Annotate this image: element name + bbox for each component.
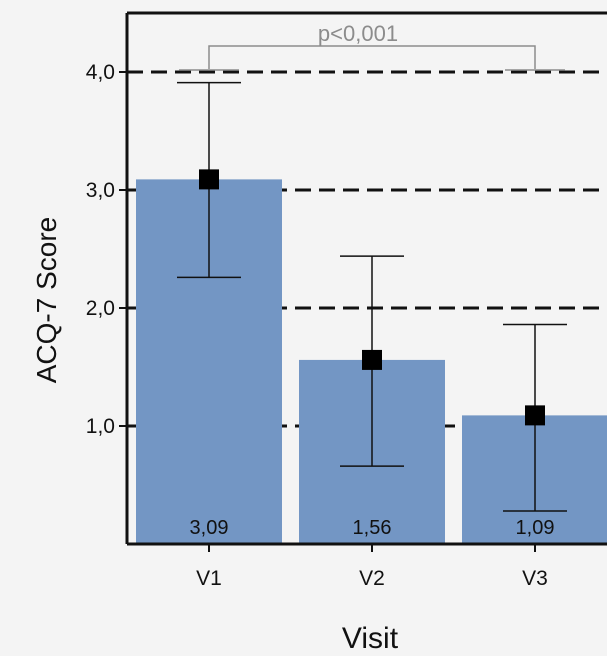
- y-tick-label-2: 3,0: [86, 179, 115, 202]
- y-axis-label: ACQ-7 Score: [31, 217, 62, 384]
- y-tick-label-0: 1,0: [86, 415, 115, 438]
- x-ticks: V1 V2 V3: [196, 544, 548, 590]
- mean-marker-v3: [525, 405, 545, 425]
- y-ticks: 1,0 2,0 3,0 4,0: [86, 61, 127, 438]
- significance-label: p<0,001: [318, 21, 398, 46]
- x-axis-label: Visit: [342, 622, 399, 655]
- mean-marker-v1: [199, 169, 219, 189]
- y-tick-label-3: 4,0: [86, 61, 115, 84]
- x-tick-label-v2: V2: [359, 567, 385, 590]
- x-tick-label-v3: V3: [522, 567, 548, 590]
- significance-bracket: [179, 46, 565, 70]
- value-label-v1: 3,09: [190, 517, 229, 539]
- x-tick-label-v1: V1: [196, 567, 222, 590]
- bracket-line: [209, 46, 535, 69]
- value-label-v3: 1,09: [516, 517, 555, 539]
- value-label-v2: 1,56: [353, 517, 392, 539]
- y-tick-label-1: 2,0: [86, 297, 115, 320]
- mean-marker-v2: [362, 350, 382, 370]
